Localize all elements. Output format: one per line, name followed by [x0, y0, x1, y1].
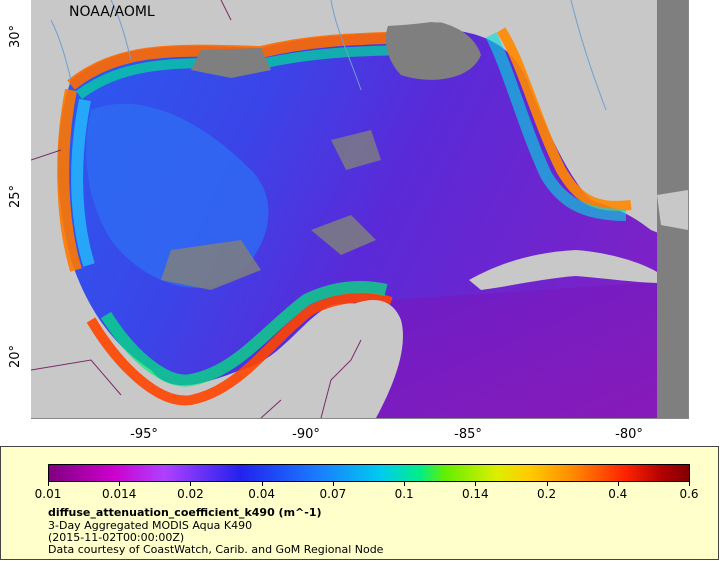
colorbar-tick [48, 482, 49, 486]
colorbar-tick [546, 482, 548, 486]
texas-coast-band [57, 88, 82, 272]
colorbar-tick [190, 482, 192, 486]
colorbar-tick-label: 0.4 [608, 487, 628, 501]
map-attribution: NOAA/AOML [69, 4, 155, 20]
x-tick-label: -95° [130, 427, 158, 442]
caribbean-water [361, 280, 688, 418]
variable-name: diffuse_attenuation_coefficient_k490 (m^… [48, 506, 322, 519]
colorbar-tick-label: 0.07 [319, 487, 347, 501]
x-tick-label: -85° [454, 427, 482, 442]
colorbar-tick [332, 482, 334, 486]
x-tick-label: -80° [615, 427, 643, 442]
florida-coast-band [496, 27, 632, 211]
north-coast-land [31, 0, 471, 90]
colorbar-tick [689, 482, 690, 486]
credit-label: Data courtesy of CoastWatch, Carib. and … [48, 543, 384, 556]
campeche-coast-band [86, 292, 393, 406]
colorbar-tick [475, 482, 477, 486]
y-tick-label: 30° [8, 24, 23, 48]
colorbar-tick [404, 482, 406, 486]
colorbar-tick-label: 0.04 [248, 487, 276, 501]
colorbar-tick-label: 0.2 [537, 487, 557, 501]
y-tick-label: 20° [8, 344, 23, 368]
colorbar-tick [119, 482, 121, 486]
cuba-land [469, 250, 657, 290]
no-data-patch [385, 18, 481, 80]
colorbar-tick [261, 482, 263, 486]
colorbar-tick-label: 0.14 [461, 487, 489, 501]
legend-panel: 0.01 0.014 0.02 0.04 0.07 0.1 0.14 0.2 0.4 0.6 di… [0, 446, 719, 560]
colorbar-tick-label: 0.01 [34, 487, 62, 501]
political-borders [31, 0, 362, 418]
colorbar-tick-label: 0.1 [394, 487, 414, 501]
western-gulf-water [86, 103, 269, 288]
map-frame: NOAA/AOML [31, 0, 689, 419]
colorbar-tick [617, 482, 619, 486]
colorbar-tick-label: 0.014 [102, 487, 137, 501]
map-canvas [31, 0, 688, 418]
rivers [50, 0, 607, 111]
mexico-land [31, 90, 151, 418]
colorbar [48, 464, 690, 482]
florida-land [471, 0, 657, 190]
colorbar-tick-label: 0.6 [679, 487, 699, 501]
product-description: 3-Day Aggregated MODIS Aqua K490 [48, 519, 253, 532]
colorbar-tick-label: 0.02 [177, 487, 204, 501]
yucatan-land [293, 300, 403, 418]
y-tick-label: 25° [8, 184, 23, 208]
date-label: (2015-11-02T00:00:00Z) [48, 531, 185, 544]
x-tick-label: -90° [292, 427, 320, 442]
